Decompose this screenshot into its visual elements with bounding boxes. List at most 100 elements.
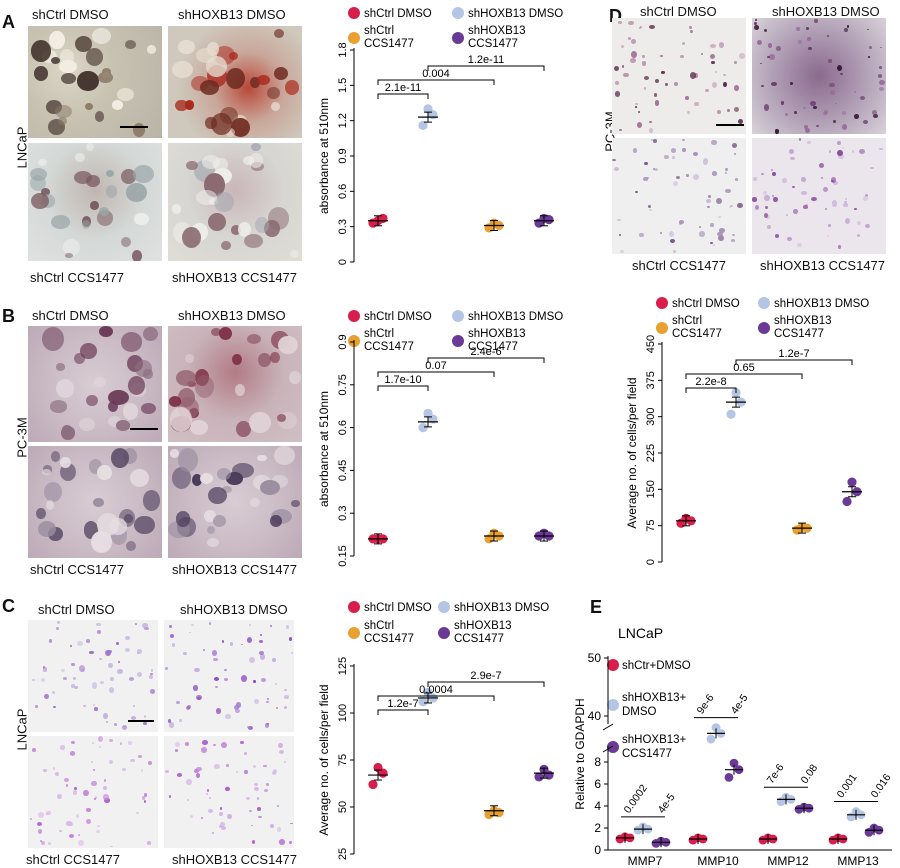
cell-blob — [120, 332, 143, 353]
panel-label-a: A — [2, 12, 15, 32]
cell-blob — [725, 168, 728, 172]
cell-blob — [275, 707, 279, 710]
cell-blob — [837, 140, 842, 145]
plot-b: 0.15 0.3 0.45 0.6 0.75 0.9 absorbance at 510nm… — [317, 334, 554, 567]
caption-b-ctrl-dmso: shCtrl DMSO — [32, 308, 109, 323]
cell-blob — [190, 814, 194, 818]
p-value-label: 0.65 — [733, 362, 754, 374]
data-point — [423, 408, 433, 418]
cell-blob — [681, 139, 685, 142]
cell-blob — [207, 537, 219, 548]
cell-blob — [771, 195, 775, 198]
y-tick-label: 6 — [594, 777, 601, 791]
significance-bracket — [685, 387, 737, 393]
cell-blob — [90, 761, 94, 763]
legend-c-hox-ccs-1: shHOXB13 — [454, 620, 512, 632]
significance-bracket — [377, 371, 495, 377]
cell-blob — [195, 773, 201, 779]
caption-d-hox-dmso: shHOXB13 DMSO — [772, 4, 880, 19]
cell-blob — [622, 65, 625, 68]
y-tick-label: 1.2 — [337, 113, 349, 128]
y-tick-label: 1.5 — [337, 78, 349, 93]
cell-blob — [213, 514, 227, 527]
y-tick-label: 0.3 — [337, 506, 349, 521]
legend-a-dot-hox-dmso — [452, 7, 464, 19]
cell-blob — [41, 677, 45, 682]
cell-blob — [191, 474, 202, 487]
significance-bracket — [377, 93, 429, 99]
plot-d: 0 75 150 225 300 375 450 Average no. of cells/p… — [625, 335, 862, 565]
data-point — [423, 687, 433, 697]
legend-e-g3a: shHOXB13+ — [622, 734, 687, 746]
cell-blob — [830, 179, 834, 183]
cell-blob — [655, 79, 660, 84]
cell-blob — [710, 43, 717, 49]
data-point — [726, 409, 736, 419]
cell-blob — [864, 194, 868, 197]
cell-blob — [763, 104, 769, 111]
legend-b-dot-ctrl-dmso — [348, 310, 360, 322]
cell-blob — [125, 39, 137, 49]
cell-blob — [48, 30, 65, 50]
cell-blob — [739, 53, 746, 59]
cell-blob — [107, 416, 121, 427]
cell-blob — [178, 447, 199, 472]
y-tick-label: 2 — [594, 821, 601, 835]
cell-blob — [788, 149, 795, 155]
cell-blob — [276, 413, 287, 423]
cell-blob — [620, 249, 624, 254]
cell-blob — [836, 149, 843, 156]
cell-blob — [623, 72, 629, 78]
cell-blob — [707, 205, 710, 209]
caption-b-hox-dmso: shHOXB13 DMSO — [178, 308, 286, 323]
cell-blob — [90, 201, 99, 210]
cell-blob — [714, 71, 717, 74]
y-axis-label: absorbance at 510nm — [317, 98, 331, 214]
cell-blob — [137, 649, 142, 654]
legend-c-dot-hox-ccs — [438, 627, 450, 639]
cell-blob — [35, 704, 39, 709]
legend-b-hox-ccs-2: CCS1477 — [468, 341, 518, 353]
cell-blob — [266, 697, 270, 701]
legend-e-g2b: DMSO — [622, 706, 657, 718]
cell-blob — [84, 102, 93, 110]
cell-blob — [98, 206, 110, 216]
cell-blob — [763, 213, 768, 218]
cell-blob — [39, 840, 43, 842]
significance-bracket — [377, 79, 495, 85]
cell-blob — [832, 120, 836, 124]
y-tick-label: 0.75 — [337, 374, 349, 395]
cell-blob — [792, 209, 798, 215]
cell-blob — [195, 694, 202, 701]
cell-blob — [732, 234, 735, 237]
cell-blob — [770, 168, 773, 172]
cell-blob — [827, 59, 833, 63]
legend-b-hox-ccs-1: shHOXB13 — [468, 328, 526, 340]
cell-blob — [97, 824, 100, 827]
cell-blob — [49, 400, 67, 413]
cell-blob — [230, 642, 234, 647]
cell-blob — [283, 705, 288, 710]
cell-blob — [206, 525, 216, 534]
cell-blob — [705, 88, 710, 92]
cell-blob — [820, 176, 823, 179]
cell-blob — [175, 370, 197, 387]
cell-blob — [189, 419, 209, 435]
cell-blob — [686, 174, 689, 177]
cell-blob — [234, 384, 245, 396]
cell-blob — [802, 106, 806, 110]
cell-blob — [187, 799, 190, 802]
cell-blob — [284, 695, 289, 699]
cell-blob — [716, 110, 721, 115]
cell-blob — [105, 650, 111, 657]
cell-blob — [643, 87, 647, 91]
cell-blob — [263, 788, 268, 792]
cell-blob — [93, 768, 96, 771]
cell-blob — [85, 639, 91, 643]
cell-blob — [97, 736, 104, 743]
p-value-label: 2.4e-6 — [470, 346, 501, 358]
cell-blob — [806, 27, 810, 30]
legend-d-dot-hox-dmso — [758, 297, 770, 309]
cell-blob — [36, 822, 42, 826]
p-value-label: 9e-6 — [695, 692, 717, 716]
